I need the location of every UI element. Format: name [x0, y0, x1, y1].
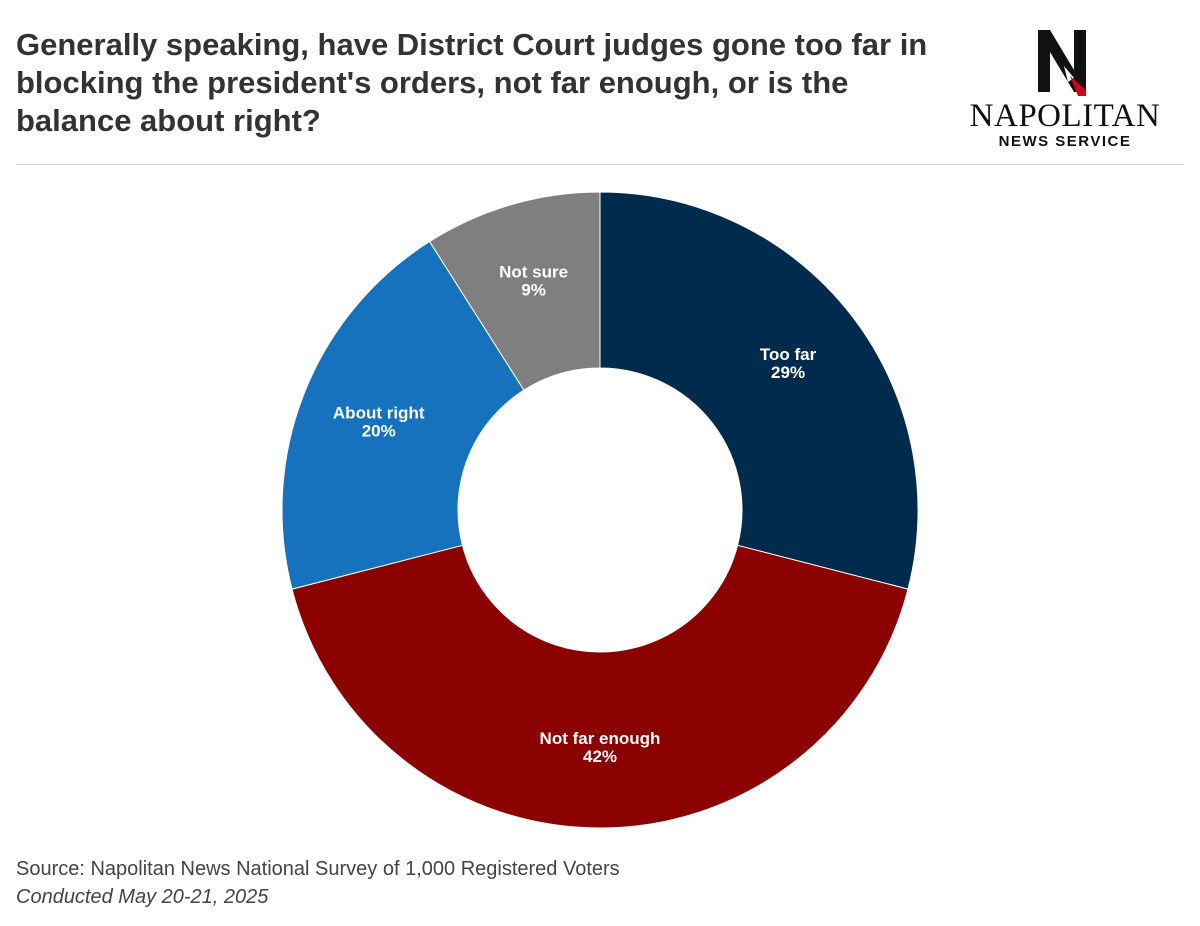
napolitan-n-icon: [1038, 30, 1086, 96]
slice-label-not-sure: Not sure: [499, 262, 568, 281]
logo-subtitle: NEWS SERVICE: [998, 133, 1132, 150]
slice-value-too-far: 29%: [771, 363, 805, 382]
conducted-date: Conducted May 20-21, 2025: [16, 886, 269, 908]
slice-not-sure: [428, 191, 601, 391]
red-accent-icon: [1070, 76, 1086, 96]
slice-value-not-far-enough: 42%: [583, 747, 617, 766]
source-note: Source: Napolitan News National Survey o…: [16, 858, 620, 880]
napolitan-logo: NAPOLITAN NEWS SERVICE: [960, 24, 1170, 152]
slice-label-not-far-enough: Not far enough: [540, 729, 661, 748]
slice-too-far: [599, 191, 919, 590]
slice-label-about-right: About right: [333, 403, 425, 422]
slice-value-not-sure: 9%: [521, 280, 546, 299]
logo-name: NAPOLITAN: [969, 98, 1161, 134]
slice-label-too-far: Too far: [760, 345, 817, 364]
slice-value-about-right: 20%: [362, 421, 396, 440]
header-divider: [16, 164, 1184, 165]
slice-about-right: [281, 240, 525, 590]
slice-not-far-enough: [291, 544, 909, 829]
chart-title: Generally speaking, have District Court …: [16, 27, 928, 138]
